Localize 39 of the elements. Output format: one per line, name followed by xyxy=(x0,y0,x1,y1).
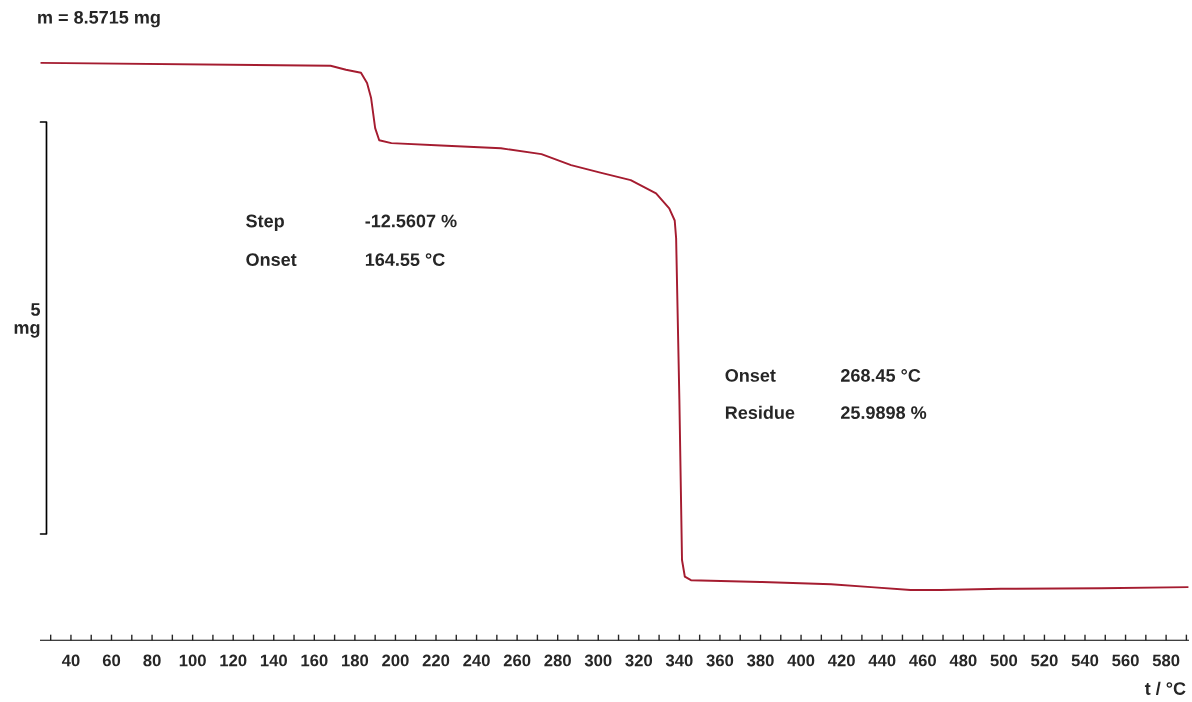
x-tick-label: 560 xyxy=(1112,654,1139,667)
x-tick-label: 520 xyxy=(1031,654,1058,667)
x-axis-title: t / °C xyxy=(1144,681,1186,696)
annotation: Residue xyxy=(725,405,795,420)
annotation: 164.55 °C xyxy=(365,253,445,266)
x-tick-label: 360 xyxy=(706,654,734,667)
text: 5 mg xyxy=(14,303,41,338)
x-tick-label: 340 xyxy=(665,654,693,667)
annotation: Step xyxy=(246,214,284,231)
x-tick-label: 300 xyxy=(584,654,612,667)
x-tick-label: 500 xyxy=(990,654,1018,667)
x-tick-label: 140 xyxy=(260,654,287,667)
annotation: -12.5607 % xyxy=(365,214,457,228)
x-tick-label: 200 xyxy=(382,654,409,667)
x-tick-label: 120 xyxy=(220,654,247,667)
annotation: Onset xyxy=(246,253,297,266)
x-tick-label: 580 xyxy=(1152,654,1180,667)
x-tick-label: 40 xyxy=(61,654,80,667)
x-tick-label: 180 xyxy=(342,654,369,667)
x-tick-label: 240 xyxy=(463,654,490,667)
annotation: 268.45 °C xyxy=(840,369,921,382)
x-tick-label: 420 xyxy=(827,654,855,667)
x-tick-label: 380 xyxy=(746,654,774,667)
x-tick-label: 460 xyxy=(909,654,936,667)
x-tick-label: 480 xyxy=(949,654,977,667)
annotation: Onset xyxy=(725,369,776,382)
x-tick-label: 400 xyxy=(787,654,815,667)
x-tick-label: 280 xyxy=(544,654,571,667)
x-tick-label: 60 xyxy=(102,654,121,667)
x-tick-label: 220 xyxy=(422,654,450,667)
x-tick-label: 160 xyxy=(301,654,328,667)
x-tick-label: 260 xyxy=(503,654,531,667)
x-tick-label: 100 xyxy=(179,654,206,667)
annotation: 25.9898 % xyxy=(840,406,927,420)
x-tick-label: 440 xyxy=(868,654,896,667)
x-tick-label: 320 xyxy=(625,654,653,667)
chart-title: m = 8.5715 mg xyxy=(38,10,160,28)
x-tick-label: 540 xyxy=(1071,654,1099,667)
x-tick-label: 80 xyxy=(143,654,161,667)
